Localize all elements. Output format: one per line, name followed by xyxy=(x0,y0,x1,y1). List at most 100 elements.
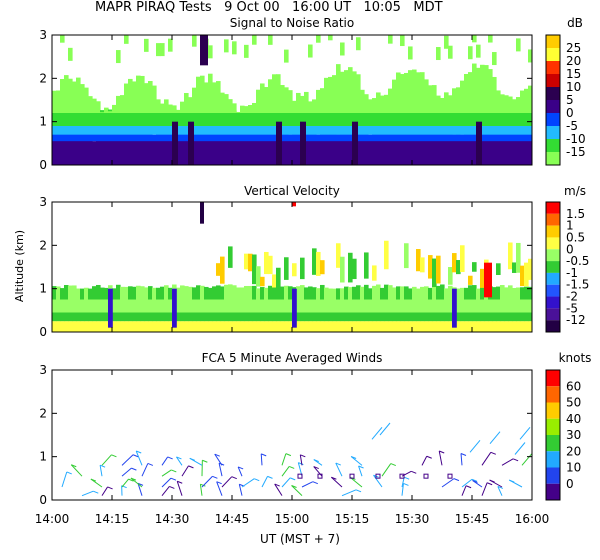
velocity-cell xyxy=(252,312,257,322)
velocity-cell xyxy=(272,285,277,300)
velocity-cell xyxy=(112,312,117,322)
wind-barb-flag xyxy=(202,459,208,463)
velocity-cell xyxy=(528,286,532,300)
velocity-cell xyxy=(468,312,473,322)
snr-cell xyxy=(472,138,477,165)
velocity-cell xyxy=(472,285,477,300)
velocity-cell xyxy=(72,312,77,322)
velocity-cell xyxy=(276,295,281,313)
snr-cell xyxy=(236,123,241,135)
velocity-cell xyxy=(180,312,185,322)
velocity-cell xyxy=(288,321,293,332)
velocity-cell xyxy=(504,287,509,300)
velocity-cell xyxy=(136,321,141,332)
velocity-cell xyxy=(352,321,357,332)
colorbar-label: 0 xyxy=(566,242,574,256)
snr-cell xyxy=(408,70,413,113)
velocity-cell xyxy=(188,312,193,322)
snr-cell xyxy=(248,105,253,113)
velocity-cell xyxy=(480,321,485,332)
snr-cell xyxy=(168,104,173,113)
velocity-cell xyxy=(316,312,321,322)
colorbar-label: 20 xyxy=(566,54,581,68)
velocity-cell xyxy=(344,312,349,322)
velocity-cell xyxy=(336,243,341,268)
velocity-cell xyxy=(408,312,413,322)
snr-cell xyxy=(276,121,282,165)
velocity-cell xyxy=(372,321,377,332)
snr-cell xyxy=(136,133,141,142)
velocity-cell xyxy=(280,312,285,322)
velocity-cell xyxy=(404,321,409,332)
wind-barb xyxy=(497,486,503,496)
velocity-cell xyxy=(392,321,397,332)
snr-cell xyxy=(64,123,69,135)
velocity-cell xyxy=(324,287,329,300)
velocity-cell xyxy=(76,312,81,322)
snr-cell xyxy=(172,109,177,126)
snr-cell xyxy=(72,108,77,126)
snr-cell xyxy=(220,112,225,126)
velocity-cell xyxy=(260,287,265,300)
snr-cell xyxy=(520,109,525,126)
snr-cell xyxy=(192,111,197,126)
snr-cell xyxy=(100,133,105,142)
velocity-cell xyxy=(280,286,285,300)
snr-cell xyxy=(500,123,505,135)
snr-cell xyxy=(320,88,325,113)
colorbar-label: -1 xyxy=(566,266,578,280)
velocity-cell xyxy=(500,321,505,332)
snr-cell xyxy=(396,133,401,142)
colorbar-swatch xyxy=(546,418,560,435)
snr-cell xyxy=(160,132,165,142)
colorbar-frame xyxy=(545,34,561,166)
snr-cell xyxy=(420,72,425,113)
figure-title: MAPR PIRAQ Tests 9 Oct 00 16:00 UT 10:05… xyxy=(95,0,443,15)
snr-cell xyxy=(512,133,517,142)
velocity-cell xyxy=(144,287,149,300)
snr-cell xyxy=(204,123,209,135)
snr-cell xyxy=(444,112,449,126)
velocity-cell xyxy=(512,298,517,313)
colorbar-label: 0 xyxy=(566,477,574,491)
snr-cell xyxy=(484,133,489,142)
snr-cell xyxy=(68,124,73,135)
snr-cell xyxy=(228,139,233,165)
snr-cell xyxy=(440,138,445,165)
snr-cell xyxy=(412,133,417,142)
velocity-cell xyxy=(492,312,497,322)
colorbar-swatch xyxy=(546,320,560,332)
wind-barb xyxy=(201,475,213,488)
snr-cell xyxy=(496,139,501,165)
snr-cell xyxy=(492,132,497,142)
y-tick-label: 0 xyxy=(39,325,47,339)
snr-cell xyxy=(192,122,197,135)
velocity-cell xyxy=(96,284,101,300)
velocity-cell xyxy=(328,288,333,300)
snr-cell xyxy=(404,123,409,135)
snr-cell xyxy=(368,134,373,142)
snr-cell xyxy=(208,125,213,135)
snr-cell xyxy=(528,49,532,63)
snr-cell xyxy=(372,108,377,126)
wind-barb xyxy=(161,456,169,466)
velocity-cell xyxy=(176,312,181,322)
wind-barb-flag xyxy=(71,464,77,468)
units-label: knots xyxy=(559,351,592,365)
wind-barb xyxy=(291,485,303,497)
snr-cell xyxy=(396,124,401,135)
velocity-cell xyxy=(460,312,465,322)
snr-cell xyxy=(420,138,425,165)
y-tick-label: 0 xyxy=(39,158,47,172)
velocity-cell xyxy=(504,321,509,332)
snr-cell xyxy=(128,137,133,165)
snr-cell xyxy=(296,123,301,135)
velocity-cell xyxy=(364,284,369,300)
wind-barb xyxy=(216,481,223,496)
velocity-cell xyxy=(332,321,337,332)
velocity-cell xyxy=(360,321,365,332)
snr-cell xyxy=(472,35,477,43)
snr-cell xyxy=(400,134,405,142)
velocity-cell xyxy=(440,312,445,322)
calm-marker xyxy=(349,473,355,479)
